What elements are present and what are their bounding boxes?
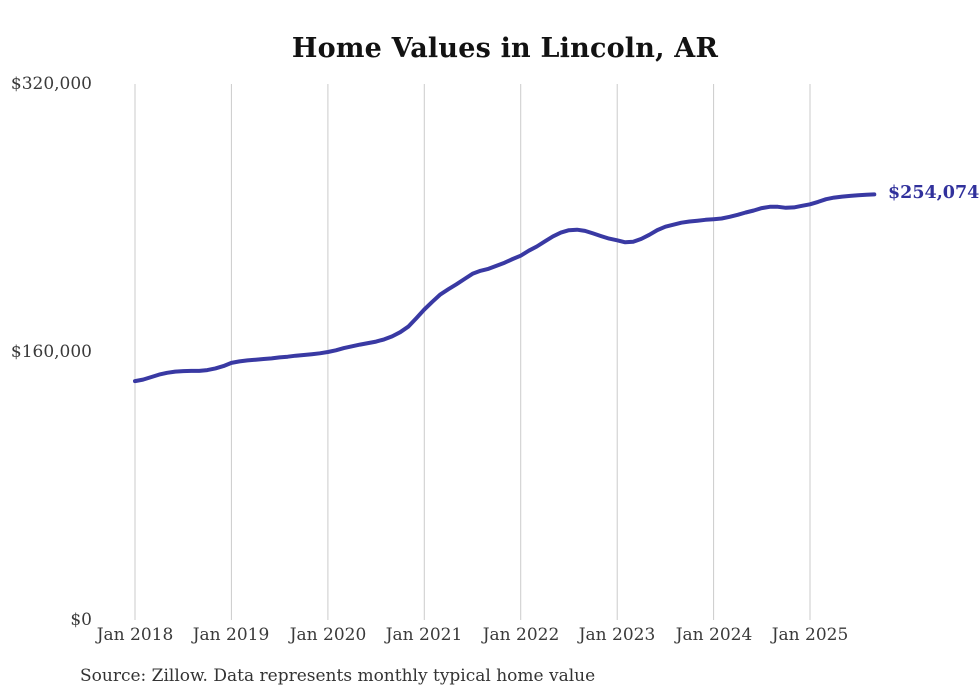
end-value-label: $254,074 (888, 183, 980, 203)
x-tick-label: Jan 2020 (289, 625, 367, 645)
y-tick-label: $0 (70, 610, 92, 630)
y-tick-label: $320,000 (10, 74, 92, 94)
x-tick-label: Jan 2024 (675, 625, 753, 645)
x-tick-label: Jan 2019 (192, 625, 270, 645)
x-tick-label: Jan 2021 (385, 625, 463, 645)
y-tick-label: $160,000 (10, 342, 92, 362)
x-tick-label: Jan 2018 (96, 625, 174, 645)
x-tick-label: Jan 2025 (771, 625, 849, 645)
home-value-line (133, 192, 877, 384)
chart-title: Home Values in Lincoln, AR (291, 33, 719, 64)
x-tick-label: Jan 2023 (578, 625, 656, 645)
source-note: Source: Zillow. Data represents monthly … (80, 666, 596, 686)
x-tick-label: Jan 2022 (482, 625, 560, 645)
